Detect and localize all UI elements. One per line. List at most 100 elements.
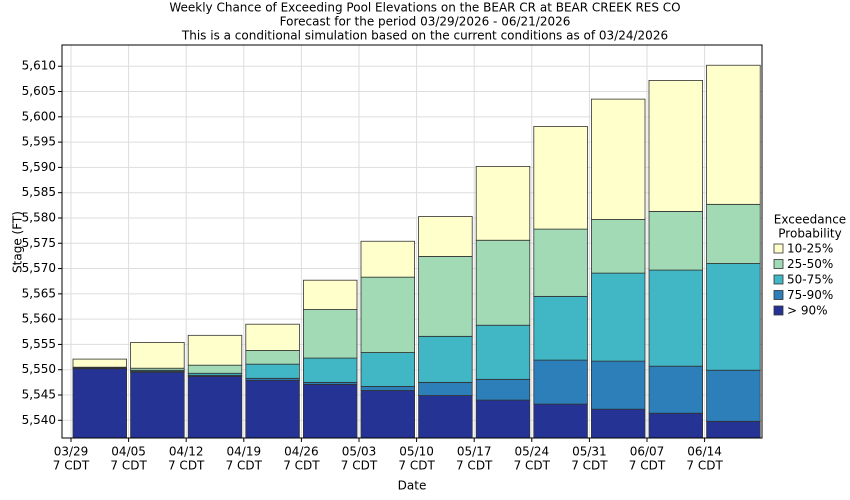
bar-segment [706, 420, 761, 439]
chart-subtitle: This is a conditional simulation based o… [181, 29, 668, 43]
bar-segment [130, 371, 185, 439]
legend-title: Exceedance [774, 213, 846, 227]
x-tick-label: 03/29 [54, 445, 89, 459]
bar-segment [187, 375, 243, 439]
bar-segment [245, 323, 300, 351]
y-tick-label: 5,575 [22, 236, 56, 250]
bar-segment [591, 98, 646, 220]
y-tick-label: 5,595 [22, 135, 56, 149]
bar-segment [533, 403, 588, 439]
bar-segment [706, 369, 761, 422]
legend-title: Probability [778, 227, 841, 241]
legend-label: 50-75% [787, 273, 833, 287]
x-tick-label: 04/19 [227, 445, 262, 459]
bar-segment [245, 379, 300, 439]
y-tick-label: 5,550 [22, 362, 56, 376]
bar-segment [245, 350, 300, 365]
bar-segment [591, 272, 646, 362]
y-tick-label: 5,570 [22, 261, 56, 275]
x-axis-label: Date [398, 479, 427, 493]
bar-segment [648, 365, 703, 414]
bar-segment [533, 228, 588, 297]
legend-label: 75-90% [787, 288, 833, 302]
x-tick-sublabel: 7 CDT [341, 459, 378, 473]
y-tick-label: 5,600 [22, 109, 56, 123]
bar-segment [360, 390, 415, 439]
bar-segment [533, 126, 588, 230]
x-tick-label: 06/07 [630, 445, 665, 459]
bar-segment [648, 80, 703, 212]
y-tick-label: 5,565 [22, 286, 56, 300]
x-tick-sublabel: 7 CDT [226, 459, 263, 473]
bar-segment [418, 335, 473, 383]
bar-segment [360, 276, 415, 353]
y-tick-label: 5,545 [22, 388, 56, 402]
x-tick-label: 04/05 [111, 445, 146, 459]
x-tick-label: 05/17 [457, 445, 492, 459]
legend-swatch [773, 259, 784, 269]
chart-subtitle: Forecast for the period 03/29/2026 - 06/… [280, 15, 571, 29]
bar-segment [418, 256, 473, 337]
bar-segment [302, 383, 358, 439]
bar-segment [418, 381, 473, 396]
x-tick-sublabel: 7 CDT [514, 459, 551, 473]
legend-label: 10-25% [787, 242, 833, 256]
bar-segment [706, 64, 761, 205]
x-tick-label: 05/03 [342, 445, 377, 459]
bar-segment [418, 216, 473, 257]
legend-swatch [773, 290, 784, 300]
bar-segment [591, 408, 646, 439]
bar-segment [360, 352, 415, 387]
bar-segment [187, 334, 243, 366]
x-tick-label: 04/26 [284, 445, 319, 459]
bar-segment [475, 324, 531, 380]
y-tick-label: 5,540 [22, 413, 56, 427]
x-tick-sublabel: 7 CDT [629, 459, 666, 473]
x-tick-sublabel: 7 CDT [283, 459, 320, 473]
x-tick-label: 05/24 [515, 445, 550, 459]
bar-segment [187, 364, 243, 374]
x-tick-sublabel: 7 CDT [571, 459, 608, 473]
bar-segment [648, 211, 703, 271]
bar-segment [302, 279, 358, 310]
y-tick-label: 5,585 [22, 185, 56, 199]
bar-segment [706, 263, 761, 371]
legend-swatch [773, 274, 784, 285]
bar-segment [245, 363, 300, 379]
legend-label: 25-50% [787, 257, 833, 271]
x-tick-sublabel: 7 CDT [398, 459, 435, 473]
y-tick-label: 5,605 [22, 84, 56, 98]
x-tick-label: 05/10 [399, 445, 434, 459]
legend-swatch [773, 305, 784, 316]
bar-segment [72, 368, 127, 439]
plot-border [61, 44, 763, 439]
bar-segment [591, 219, 646, 274]
x-tick-sublabel: 7 CDT [456, 459, 493, 473]
y-tick-label: 5,560 [22, 312, 56, 326]
bar-segment [418, 395, 473, 439]
bar-segment [475, 165, 531, 241]
bar-segment [72, 358, 127, 368]
y-tick-label: 5,610 [22, 59, 56, 73]
x-tick-sublabel: 7 CDT [53, 459, 90, 473]
bar-segment [533, 295, 588, 361]
bar-segment [648, 269, 703, 367]
bar-segment [533, 359, 588, 405]
bar-segment [130, 342, 185, 369]
bar-segment [302, 309, 358, 359]
y-tick-label: 5,555 [22, 337, 56, 351]
x-tick-label: 04/12 [169, 445, 204, 459]
chart-title: Weekly Chance of Exceeding Pool Elevatio… [169, 1, 680, 15]
legend-label: > 90% [787, 304, 828, 318]
bar-segment [591, 360, 646, 410]
x-tick-sublabel: 7 CDT [168, 459, 205, 473]
x-tick-sublabel: 7 CDT [110, 459, 147, 473]
x-tick-sublabel: 7 CDT [686, 459, 723, 473]
bar-segment [706, 203, 761, 264]
bar-segment [475, 399, 531, 439]
bar-segment [475, 378, 531, 401]
bar-segment [360, 386, 415, 391]
y-axis-label: Stage (FT) [11, 211, 25, 273]
